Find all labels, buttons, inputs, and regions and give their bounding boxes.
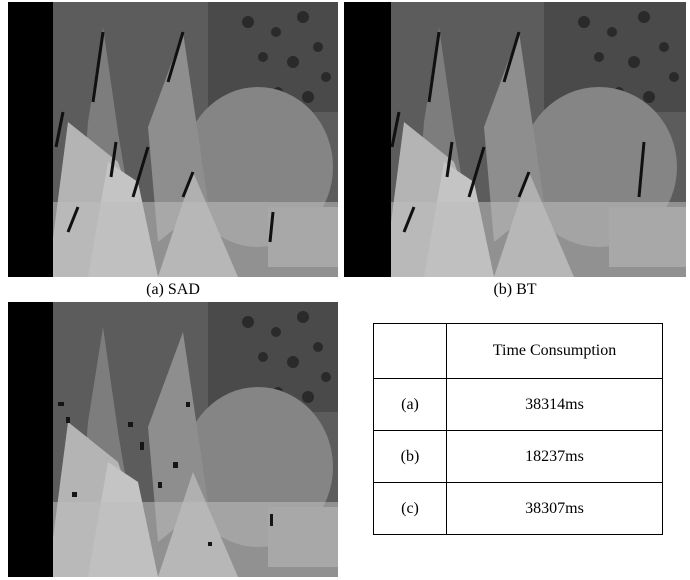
row-label-a: (a) — [373, 378, 447, 431]
row-label-c: (c) — [373, 482, 447, 535]
disparity-map-sad — [8, 2, 338, 277]
table-row: (a) 38314ms — [373, 378, 663, 431]
row-value-a: 38314ms — [446, 378, 663, 431]
disparity-map-c — [8, 302, 338, 577]
table-header-time: Time Consumption — [446, 323, 663, 379]
row-value-b: 18237ms — [446, 430, 663, 483]
table-row: (c) 38307ms — [373, 482, 663, 535]
disparity-map-bt — [344, 2, 686, 277]
table-row: (b) 18237ms — [373, 430, 663, 483]
caption-bt: (b) BT — [493, 281, 537, 298]
row-value-c: 38307ms — [446, 482, 663, 535]
table-header-row: Time Consumption — [373, 323, 663, 379]
row-label-b: (b) — [373, 430, 447, 483]
disparity-image-sad — [8, 2, 338, 277]
caption-sad: (a) SAD — [146, 281, 200, 298]
table-header-empty — [373, 323, 447, 379]
disparity-image-c — [8, 302, 338, 577]
time-consumption-table: Time Consumption (a) 38314ms (b) 18237ms… — [373, 323, 663, 535]
disparity-image-bt — [344, 2, 686, 277]
